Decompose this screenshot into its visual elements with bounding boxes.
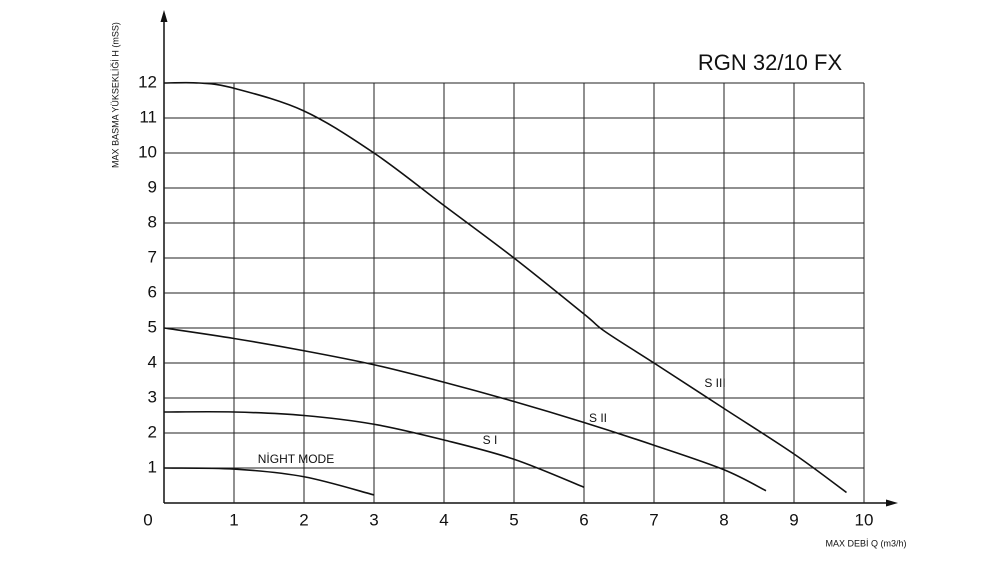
chart-title: RGN 32/10 FX xyxy=(698,50,843,75)
x-tick-label: 1 xyxy=(229,510,238,529)
y-tick-label: 11 xyxy=(139,107,157,126)
x-axis-arrow xyxy=(886,499,898,507)
x-tick-label: 2 xyxy=(299,510,308,529)
x-axis-label: MAX DEBİ Q (m3/h) xyxy=(825,538,906,548)
curve xyxy=(163,327,767,492)
x-tick-label: 4 xyxy=(439,510,448,529)
y-tick-label: 4 xyxy=(148,352,157,371)
y-tick-label: 1 xyxy=(148,457,157,476)
curve-label: NİGHT MODE xyxy=(258,452,334,466)
y-tick-label: 12 xyxy=(138,72,157,91)
curve xyxy=(163,81,847,494)
x-tick-label: 8 xyxy=(719,510,728,529)
x-tick-label: 10 xyxy=(855,510,874,529)
y-tick-label: 9 xyxy=(148,177,157,196)
curve-label: S II xyxy=(589,411,607,425)
x-tick-label: 6 xyxy=(579,510,588,529)
curve xyxy=(163,467,375,496)
y-tick-label: 7 xyxy=(148,247,157,266)
x-tick-label: 0 xyxy=(143,510,152,529)
x-tick-label: 3 xyxy=(369,510,378,529)
y-tick-label: 10 xyxy=(138,142,157,161)
curve xyxy=(163,410,585,488)
curve-label: S III xyxy=(704,376,725,390)
y-tick-label: 6 xyxy=(148,282,157,301)
y-tick-label: 2 xyxy=(148,422,157,441)
y-tick-label: 3 xyxy=(148,387,157,406)
x-tick-label: 9 xyxy=(789,510,798,529)
y-tick-label: 5 xyxy=(148,317,157,336)
curve-label: S I xyxy=(483,433,498,447)
y-axis-arrow xyxy=(160,10,168,22)
y-axis-label: MAX BASMA YÜKSEKLİĞİ H (mSS) xyxy=(110,22,120,168)
x-tick-label: 7 xyxy=(649,510,658,529)
y-tick-label: 8 xyxy=(148,212,157,231)
x-tick-label: 5 xyxy=(509,510,518,529)
